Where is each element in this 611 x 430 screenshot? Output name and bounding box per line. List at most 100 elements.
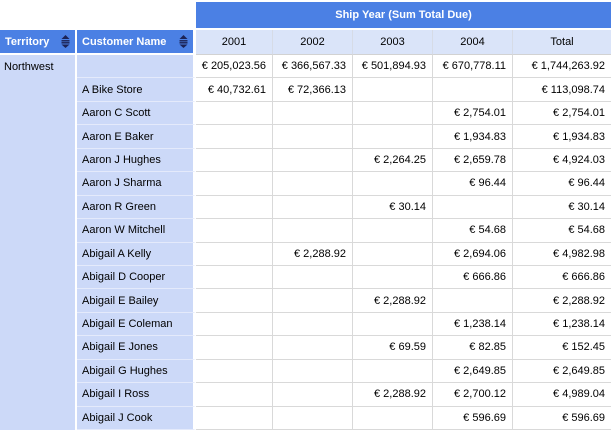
table-row: Abigail J Cook € 596.69 € 596.69 bbox=[0, 406, 611, 430]
value-cell-2002 bbox=[272, 125, 352, 149]
value-cell-2002 bbox=[272, 406, 352, 430]
value-cell-total: € 30.14 bbox=[512, 195, 611, 220]
value-cell-2001 bbox=[196, 312, 272, 337]
value-cell-2002 bbox=[272, 289, 352, 313]
customer-cell: Abigail E Bailey bbox=[77, 289, 196, 313]
value-cell-total: € 2,754.01 bbox=[512, 101, 611, 126]
sort-icon bbox=[61, 35, 70, 48]
customer-cell: Abigail G Hughes bbox=[77, 359, 196, 384]
value-cell-2001 bbox=[196, 406, 272, 430]
value-cell-total: € 1,238.14 bbox=[512, 312, 611, 337]
value-cell-2002: € 2,288.92 bbox=[272, 242, 352, 266]
table-row: A Bike Store € 40,732.61 € 72,366.13 € 1… bbox=[0, 78, 611, 102]
value-cell-total: € 2,649.85 bbox=[512, 359, 611, 384]
table-row: Aaron W Mitchell € 54.68 € 54.68 bbox=[0, 219, 611, 243]
territory-cell bbox=[0, 125, 77, 149]
value-cell-2003 bbox=[352, 219, 432, 243]
sort-button-territory[interactable] bbox=[60, 35, 71, 49]
value-cell-2004 bbox=[432, 78, 512, 102]
value-cell-2003 bbox=[352, 242, 432, 266]
table-row: Northwest € 205,023.56 € 366,567.33 € 50… bbox=[0, 55, 611, 79]
value-cell-2004: € 596.69 bbox=[432, 406, 512, 430]
value-cell-2003: € 501,894.93 bbox=[352, 55, 432, 79]
sort-button-customer[interactable] bbox=[178, 35, 189, 49]
value-cell-total: € 2,288.92 bbox=[512, 289, 611, 313]
table-row: Aaron E Baker € 1,934.83 € 1,934.83 bbox=[0, 125, 611, 149]
value-cell-2002 bbox=[272, 336, 352, 360]
customer-cell: Aaron C Scott bbox=[77, 101, 196, 126]
value-cell-2001 bbox=[196, 242, 272, 266]
value-cell-2004: € 2,700.12 bbox=[432, 383, 512, 407]
value-cell-total: € 1,934.83 bbox=[512, 125, 611, 149]
customer-cell: Aaron E Baker bbox=[77, 125, 196, 149]
column-header-row: Territory Customer Name 2001 2002 2003 2… bbox=[0, 30, 611, 55]
column-header-2002: 2002 bbox=[272, 30, 352, 55]
value-cell-2002 bbox=[272, 383, 352, 407]
territory-cell bbox=[0, 312, 77, 337]
value-cell-2003 bbox=[352, 265, 432, 290]
value-cell-2004 bbox=[432, 195, 512, 220]
territory-cell bbox=[0, 406, 77, 430]
value-cell-2003: € 2,264.25 bbox=[352, 148, 432, 173]
value-cell-2001 bbox=[196, 336, 272, 360]
value-cell-2002 bbox=[272, 265, 352, 290]
value-cell-2003 bbox=[352, 78, 432, 102]
customer-cell: Aaron R Green bbox=[77, 195, 196, 220]
territory-cell bbox=[0, 148, 77, 173]
value-cell-2002 bbox=[272, 172, 352, 196]
value-cell-2004 bbox=[432, 289, 512, 313]
table-row: Abigail G Hughes € 2,649.85 € 2,649.85 bbox=[0, 359, 611, 384]
value-cell-2002 bbox=[272, 359, 352, 384]
territory-cell bbox=[0, 78, 77, 102]
table-row: Aaron C Scott € 2,754.01 € 2,754.01 bbox=[0, 101, 611, 126]
value-cell-2002: € 366,567.33 bbox=[272, 55, 352, 79]
table-row: Abigail I Ross € 2,288.92 € 2,700.12 € 4… bbox=[0, 383, 611, 407]
value-cell-2004: € 2,754.01 bbox=[432, 101, 512, 126]
value-cell-2004: € 54.68 bbox=[432, 219, 512, 243]
value-cell-2003: € 2,288.92 bbox=[352, 383, 432, 407]
value-cell-total: € 1,744,263.92 bbox=[512, 55, 611, 79]
value-cell-total: € 113,098.74 bbox=[512, 78, 611, 102]
value-cell-2001 bbox=[196, 195, 272, 220]
table-row: Abigail E Jones € 69.59 € 82.85 € 152.45 bbox=[0, 336, 611, 360]
territory-header-cell: Territory bbox=[0, 30, 77, 55]
value-cell-2003 bbox=[352, 101, 432, 126]
value-cell-total: € 596.69 bbox=[512, 406, 611, 430]
value-cell-2001: € 205,023.56 bbox=[196, 55, 272, 79]
territory-cell bbox=[0, 383, 77, 407]
customer-cell: Abigail I Ross bbox=[77, 383, 196, 407]
column-header-2004: 2004 bbox=[432, 30, 512, 55]
territory-cell bbox=[0, 172, 77, 196]
territory-cell bbox=[0, 289, 77, 313]
customer-cell: Abigail E Jones bbox=[77, 336, 196, 360]
territory-cell bbox=[0, 242, 77, 266]
territory-cell bbox=[0, 336, 77, 360]
corner-spacer bbox=[0, 0, 196, 30]
customer-cell: Abigail J Cook bbox=[77, 406, 196, 430]
value-cell-total: € 152.45 bbox=[512, 336, 611, 360]
territory-header-label: Territory bbox=[5, 35, 50, 48]
territory-cell bbox=[0, 265, 77, 290]
value-cell-2001 bbox=[196, 101, 272, 126]
value-cell-2001 bbox=[196, 265, 272, 290]
value-cell-2004: € 2,659.78 bbox=[432, 148, 512, 173]
column-header-total: Total bbox=[512, 30, 611, 55]
value-cell-2004: € 2,694.06 bbox=[432, 242, 512, 266]
value-cell-total: € 4,924.03 bbox=[512, 148, 611, 173]
value-cell-2002 bbox=[272, 312, 352, 337]
table-row: Abigail D Cooper € 666.86 € 666.86 bbox=[0, 265, 611, 290]
value-cell-2002 bbox=[272, 148, 352, 173]
table-row: Aaron R Green € 30.14 € 30.14 bbox=[0, 195, 611, 220]
value-cell-2003: € 30.14 bbox=[352, 195, 432, 220]
column-header-2003: 2003 bbox=[352, 30, 432, 55]
value-cell-2004: € 1,934.83 bbox=[432, 125, 512, 149]
value-cell-2001 bbox=[196, 359, 272, 384]
customer-cell: A Bike Store bbox=[77, 78, 196, 102]
value-cell-2001 bbox=[196, 289, 272, 313]
customer-cell: Abigail A Kelly bbox=[77, 242, 196, 266]
table-row: Abigail E Coleman € 1,238.14 € 1,238.14 bbox=[0, 312, 611, 337]
value-cell-2003 bbox=[352, 125, 432, 149]
table-row: Abigail E Bailey € 2,288.92 € 2,288.92 bbox=[0, 289, 611, 313]
value-cell-2003: € 69.59 bbox=[352, 336, 432, 360]
